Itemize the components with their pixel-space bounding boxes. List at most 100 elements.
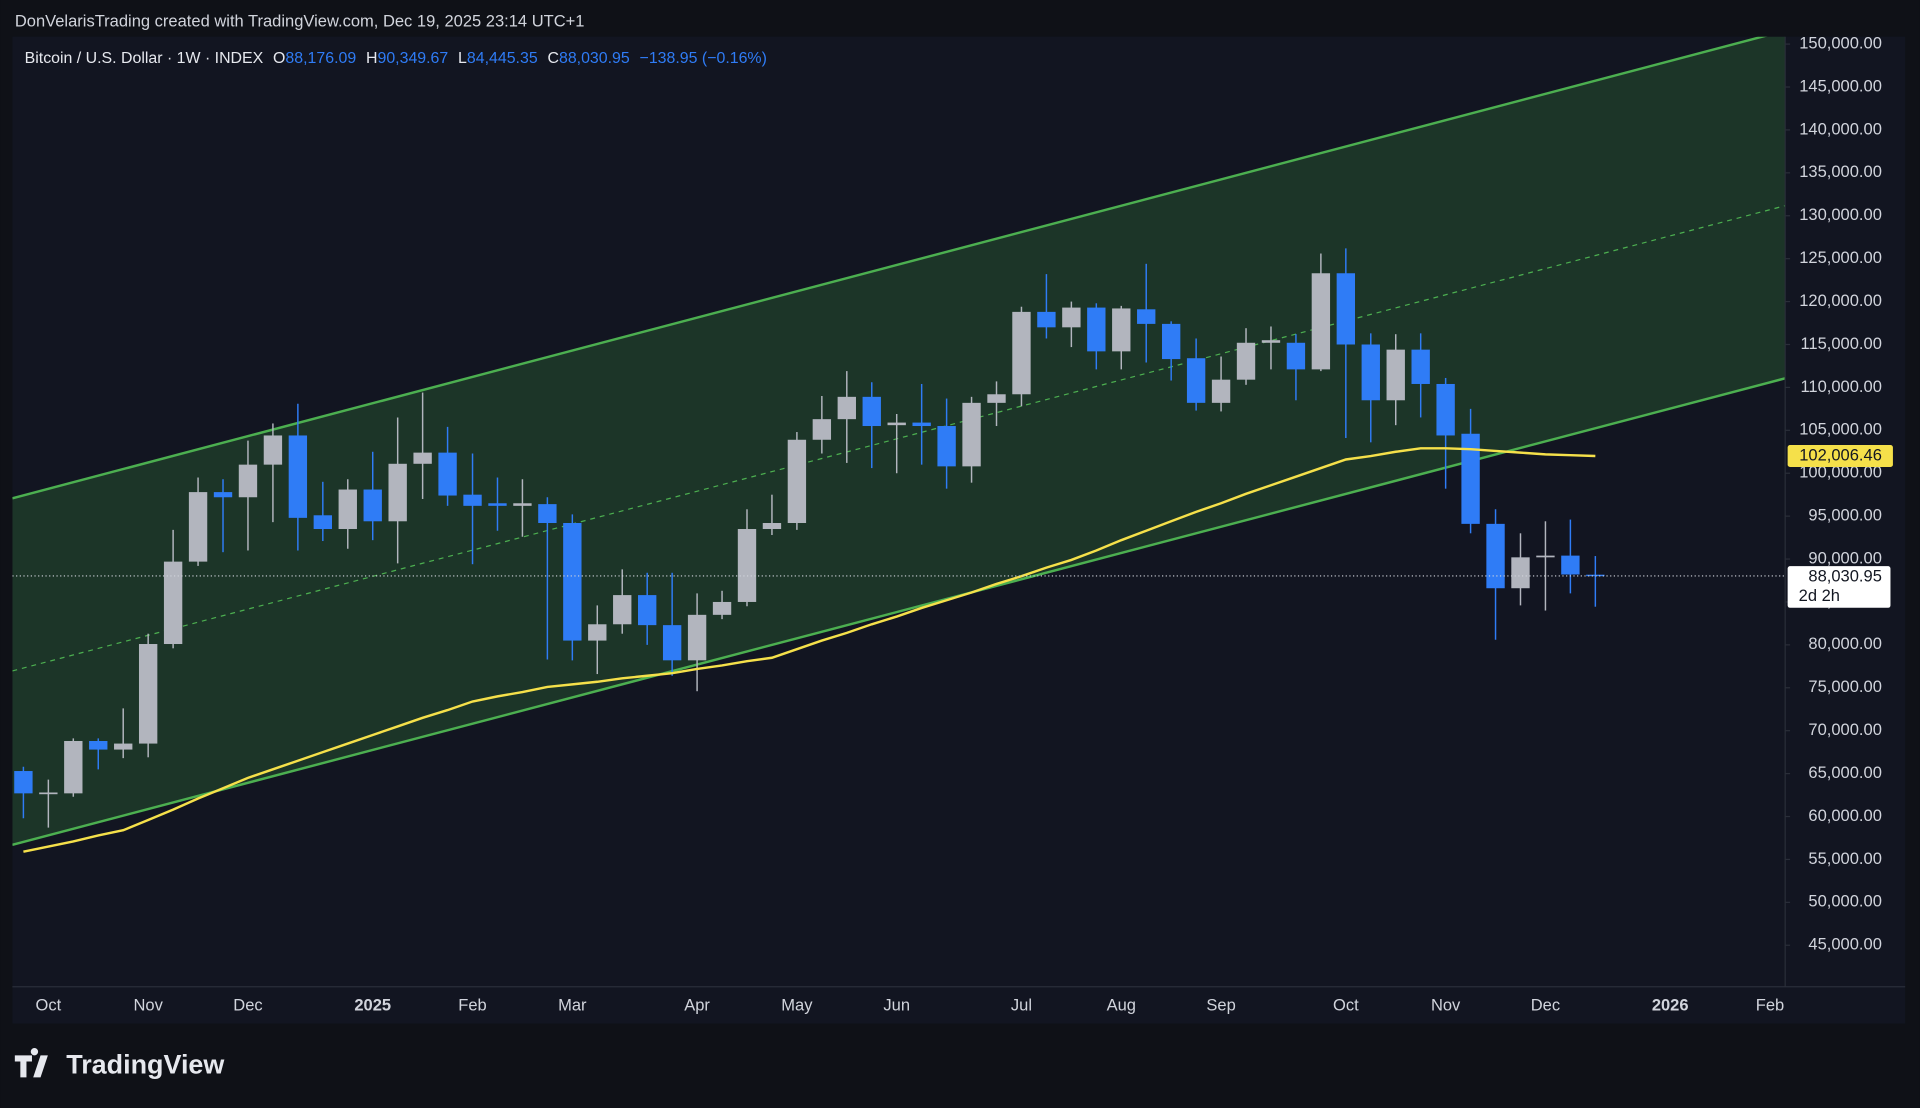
candle-body [338, 489, 357, 530]
candle-body [513, 503, 532, 506]
candle-body [538, 504, 557, 524]
candle-body [737, 529, 757, 602]
candle-body [1137, 309, 1156, 324]
candle-body [313, 515, 333, 530]
x-tick-label: Apr [684, 996, 710, 1015]
moving-average [23, 447, 1596, 853]
candle-body [1236, 342, 1256, 380]
y-tick-label: 110,000.00 [1800, 377, 1881, 396]
y-tick-label: 150,000.00 [1799, 33, 1882, 52]
y-tick-label: 90,000.00 [1808, 548, 1881, 567]
candle-body [588, 624, 607, 641]
last-price-box [1787, 566, 1891, 608]
x-tick-label: Feb [1756, 996, 1784, 1015]
candle-body [687, 614, 707, 661]
candle-body [363, 489, 382, 522]
brand-logo [14, 1048, 48, 1078]
legend: Bitcoin / U.S. Dollar · 1W · INDEX O88,17… [25, 50, 767, 67]
candle-body [712, 601, 732, 615]
candle-body [263, 435, 283, 465]
y-tick-label: 140,000.00 [1799, 119, 1882, 138]
candle-body [613, 595, 632, 625]
candle-body [962, 402, 981, 467]
candle-body [1536, 555, 1555, 558]
candle-body [163, 561, 183, 645]
y-tick-label: 135,000.00 [1799, 162, 1882, 181]
candle-body [438, 452, 457, 496]
candle-body [1211, 379, 1231, 403]
legend-key: H [366, 50, 377, 67]
candle-body [1361, 344, 1380, 401]
legend-key: O [273, 50, 285, 67]
y-tick-label: 75,000.00 [1808, 677, 1881, 696]
y-tick-label: 65,000.00 [1808, 763, 1881, 782]
x-tick-label: Feb [458, 996, 486, 1015]
candle-body [787, 439, 807, 524]
y-tick-label: 115,000.00 [1800, 334, 1881, 353]
y-tick-label: 70,000.00 [1808, 720, 1881, 739]
x-tick-label: Aug [1107, 996, 1136, 1015]
y-tick-label: 120,000.00 [1799, 291, 1882, 310]
credit: DonVelarisTrading created with TradingVi… [15, 11, 585, 30]
legend-value: 88,030.95 [559, 50, 630, 67]
symbol: Bitcoin / U.S. Dollar · 1W · INDEX [25, 50, 264, 67]
candle-body [288, 435, 308, 518]
candle-body [488, 503, 507, 506]
candle-body [388, 463, 407, 522]
y-tick-label: 55,000.00 [1808, 849, 1881, 868]
candle-body [14, 771, 33, 794]
y-tick-label: 50,000.00 [1808, 892, 1881, 911]
last-price-label: 88,030.95 [1808, 567, 1881, 586]
candle-body [1461, 433, 1480, 524]
candle-body [862, 396, 881, 427]
candle-body [1186, 358, 1206, 403]
candle-body [114, 743, 133, 750]
ma-price-label: 102,006.46 [1799, 445, 1882, 464]
candle-body [1037, 311, 1056, 328]
x-tick-label: 2025 [354, 996, 391, 1015]
candle-body [1311, 273, 1331, 370]
candle-body [1112, 308, 1131, 352]
candle-body [138, 644, 158, 744]
channel-upper [12, 36, 1767, 500]
plot [12, 248, 1786, 853]
candle-body [812, 419, 832, 440]
x-tick-label: Jul [1011, 996, 1032, 1015]
candle-body [238, 464, 258, 498]
candle-body [89, 740, 108, 750]
candle-body [1336, 273, 1356, 345]
x-tick-label: Jun [883, 996, 910, 1015]
countdown: 2d 2h [1799, 586, 1840, 605]
y-tick-label: 100,000.00 [1799, 463, 1882, 482]
x-tick-label: Oct [1333, 996, 1359, 1015]
candle-body [987, 394, 1006, 403]
candle-body [638, 595, 657, 626]
y-tick-label: 80,000.00 [1808, 634, 1881, 653]
y-tick-label: 105,000.00 [1799, 420, 1882, 439]
candle-body [39, 792, 58, 795]
candle-body [762, 523, 782, 530]
channel-lower [12, 377, 1786, 846]
ma-price-box [1787, 444, 1893, 468]
x-tick-label: 2026 [1652, 996, 1689, 1015]
channel-fill [12, 36, 1786, 845]
channel [12, 36, 1786, 846]
candle-body [1436, 383, 1455, 436]
x-tick-label: May [781, 996, 813, 1015]
channel-median [12, 205, 1786, 672]
brand: TradingView [14, 1048, 224, 1079]
y-tick-label: 145,000.00 [1799, 76, 1882, 95]
candle-body [563, 523, 582, 641]
candle-body [937, 426, 956, 467]
candle-body [1261, 340, 1281, 343]
x-tick-label: Sep [1206, 996, 1235, 1015]
legend-value: 90,349.67 [377, 50, 448, 67]
x-tick-label: Dec [1531, 996, 1560, 1015]
legend-key: L [458, 50, 467, 67]
candle-body [1286, 342, 1306, 370]
x-tick-label: Nov [1431, 996, 1461, 1015]
candle-body [1486, 523, 1505, 589]
candle-body [1386, 349, 1405, 401]
